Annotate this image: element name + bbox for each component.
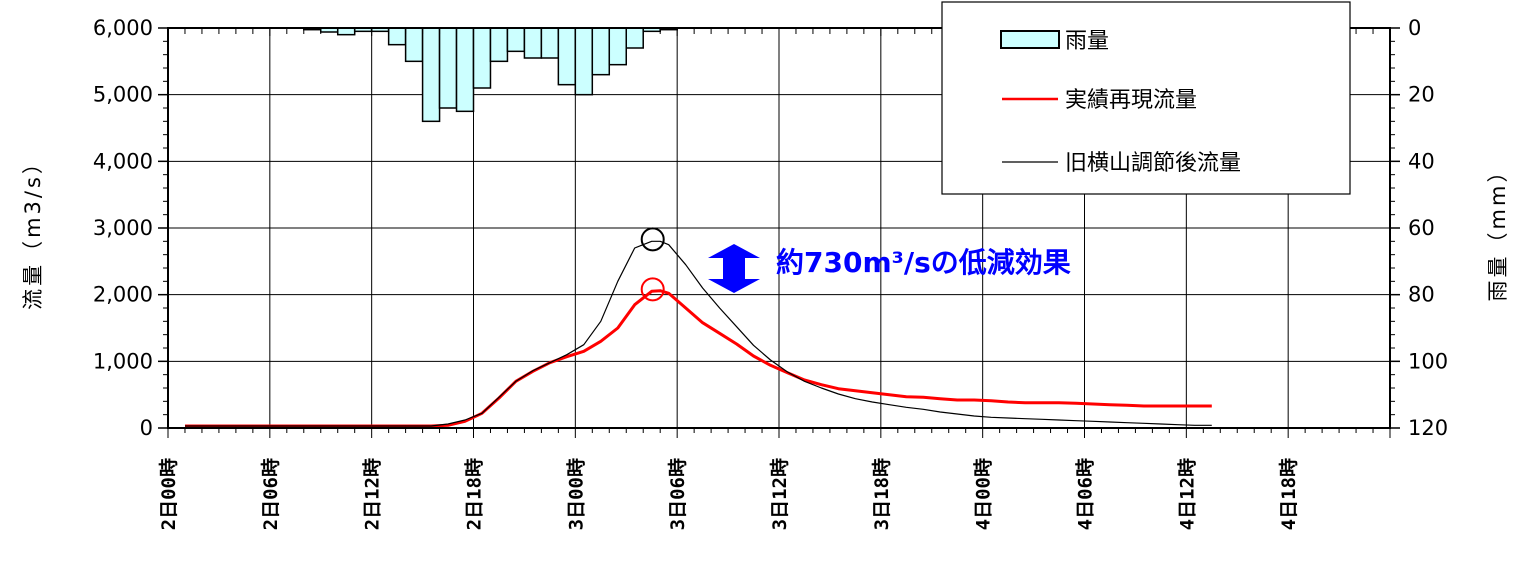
y-right-tick-label: 20 [1408,83,1435,107]
y-left-tick-label: 6,000 [93,16,153,40]
series-line-red [185,289,1212,428]
rainfall-bar [591,27,611,76]
rainfall-bar [438,27,458,109]
y-right-tick-label: 120 [1408,416,1448,440]
rainfall-bar [523,27,543,59]
x-tick-label: 2日12時 [362,458,384,530]
x-tick-label: 3日18時 [871,458,893,530]
x-tick-label: 4日12時 [1176,458,1198,530]
peak-markers [640,227,665,302]
x-tick-label: 2日18時 [464,458,486,530]
y-right-tick-label: 60 [1408,216,1435,240]
y-left-tick-label: 2,000 [93,283,153,307]
x-tick-label: 2日06時 [260,458,282,530]
x-tick-label: 4日18時 [1278,458,1300,530]
rainfall-bar [540,27,560,59]
peak-marker-black [640,227,665,252]
y-right-tick-label: 80 [1408,283,1435,307]
reduction-annotation-text: 約730m³/sの低減効果 [776,246,1071,279]
rainfall-bar [489,27,509,63]
x-tick-label: 4日06時 [1075,458,1097,530]
rainfall-bar [506,27,526,53]
axes: 6,000 5,000 4,000 3,000 2,000 1,000 0 0 20 40 60 80… [93,16,1448,530]
rainfall-bar [557,27,577,86]
rainfall-bar [608,27,627,66]
y-left-tick-label: 0 [140,416,153,440]
y-axis-left-label: 流量（m3/s） [21,150,45,310]
rainfall-bar [387,27,407,46]
rainfall-bar [421,27,441,123]
reduction-annotation: 約730m³/sの低減効果 [708,244,1071,293]
y-right-tick-label: 40 [1408,149,1435,173]
legend-rainfall-swatch [1000,30,1060,49]
y-left-tick-label: 4,000 [93,149,153,173]
y-axis-right-label: 雨量（mm） [1486,159,1510,302]
x-tick-label: 4日00時 [973,458,995,530]
y-left-tick-label: 1,000 [93,349,153,373]
x-tick-label: 2日00時 [158,458,180,530]
double-arrow-icon [708,244,760,293]
y-right-tick-label: 0 [1408,16,1421,40]
rainfall-bar [404,27,424,63]
rainfall-bar [472,27,492,89]
peak-marker-red [640,277,665,302]
x-tick-label: 3日06時 [667,458,689,530]
y-left-tick-label: 3,000 [93,216,153,240]
rainfall-bar [574,27,594,96]
rainfall-bar [625,27,644,49]
y-right-tick-label: 100 [1408,349,1448,373]
legend-red-label: 実績再現流量 [1065,88,1197,113]
x-tick-label: 3日12時 [769,458,791,530]
x-tick-label: 3日00時 [565,458,587,530]
series-lines [185,240,1212,428]
series-line-black [185,240,1212,427]
legend: 雨量 実績再現流量 旧横山調節後流量 [941,1,1351,195]
legend-black-label: 旧横山調節後流量 [1065,151,1241,176]
y-left-tick-label: 5,000 [93,83,153,107]
rainfall-bar [455,27,475,113]
legend-rainfall-label: 雨量 [1065,29,1109,54]
rainfall-bars [303,27,678,123]
